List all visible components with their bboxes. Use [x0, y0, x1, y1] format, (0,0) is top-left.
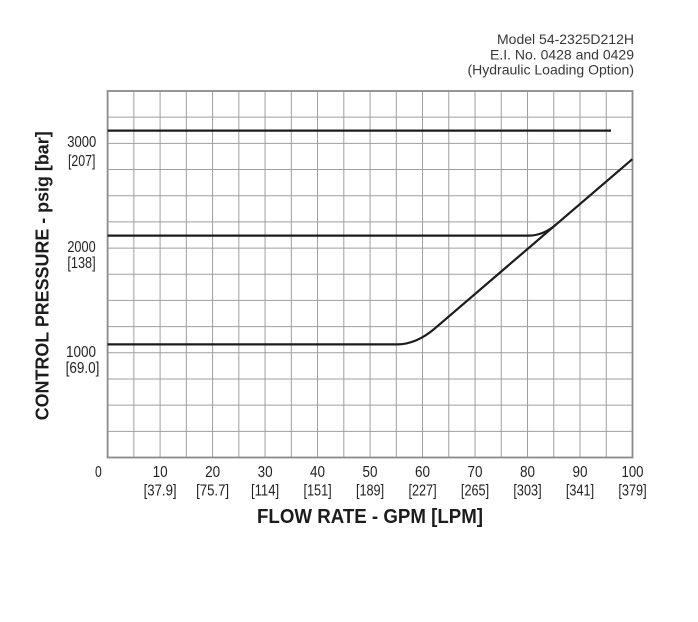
svg-text:3000: 3000 [67, 134, 96, 151]
svg-text:0: 0 [95, 464, 102, 481]
svg-text:(Hydraulic Loading Option): (Hydraulic Loading Option) [467, 62, 634, 78]
svg-text:[138]: [138] [67, 255, 95, 272]
svg-text:FLOW RATE - GPM [LPM]: FLOW RATE - GPM [LPM] [257, 505, 483, 528]
svg-text:70: 70 [468, 464, 483, 481]
svg-text:[37.9]: [37.9] [144, 482, 177, 499]
svg-text:50: 50 [363, 464, 378, 481]
svg-text:[303]: [303] [513, 482, 541, 499]
svg-text:CONTROL PRESSURE - psig [bar]: CONTROL PRESSURE - psig [bar] [33, 131, 53, 420]
svg-text:30: 30 [258, 464, 273, 481]
svg-text:100: 100 [622, 464, 644, 481]
svg-text:[207]: [207] [68, 153, 96, 170]
svg-text:1000: 1000 [66, 344, 96, 361]
svg-text:[69.0]: [69.0] [66, 360, 100, 377]
svg-text:[379]: [379] [618, 482, 646, 499]
svg-text:20: 20 [205, 464, 220, 481]
svg-text:[227]: [227] [408, 482, 436, 499]
svg-text:60: 60 [415, 464, 430, 481]
svg-text:E.I. No. 0428 and 0429: E.I. No. 0428 and 0429 [490, 46, 634, 62]
svg-text:[114]: [114] [251, 482, 279, 499]
svg-text:2000: 2000 [67, 239, 95, 256]
svg-text:[151]: [151] [303, 482, 331, 499]
svg-text:80: 80 [520, 464, 535, 481]
svg-text:[341]: [341] [566, 482, 594, 499]
svg-text:[75.7]: [75.7] [196, 482, 229, 499]
svg-text:Model 54-2325D212H: Model 54-2325D212H [497, 31, 634, 47]
svg-text:[189]: [189] [356, 482, 384, 499]
svg-text:10: 10 [153, 464, 168, 481]
svg-text:90: 90 [573, 464, 588, 481]
svg-text:40: 40 [310, 464, 325, 481]
svg-text:[265]: [265] [461, 482, 489, 499]
